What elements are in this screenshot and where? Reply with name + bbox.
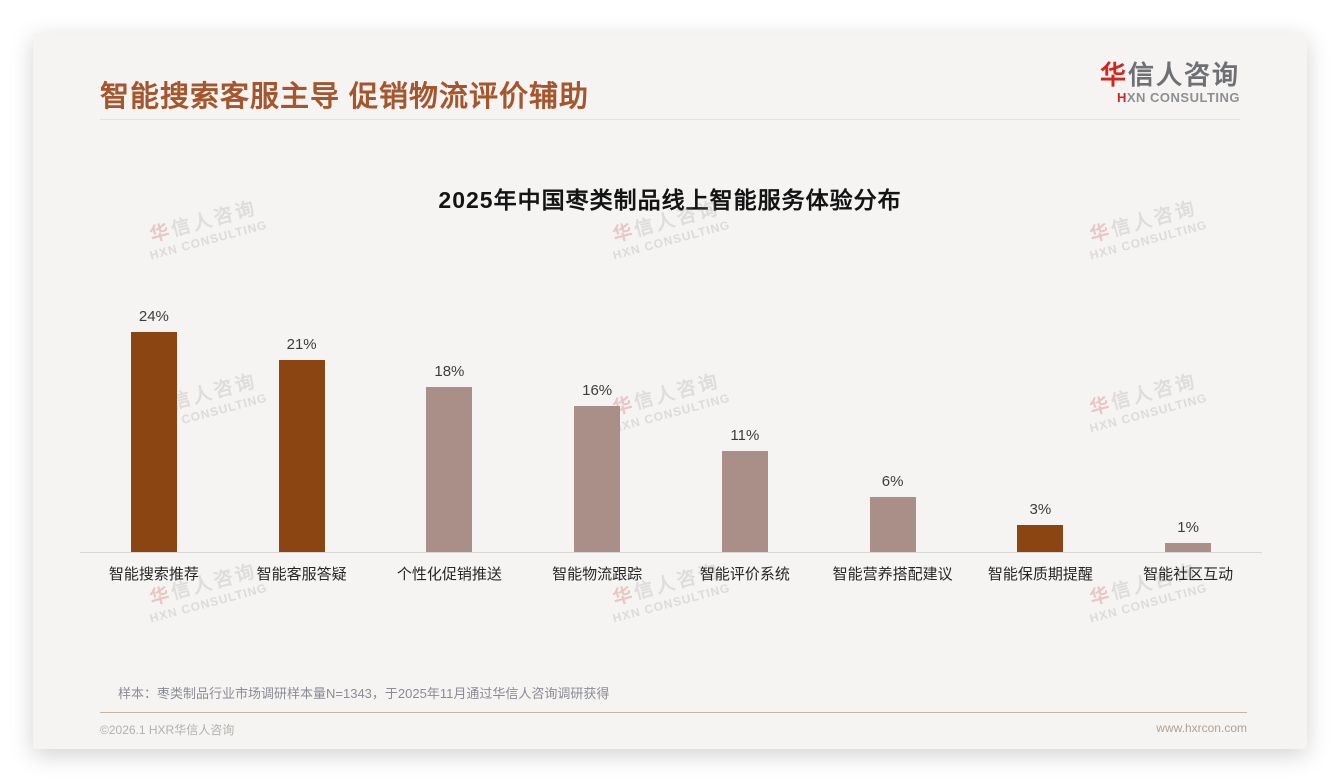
bar-value-label: 24% [138,308,169,325]
bar [574,406,621,552]
bar-group: 24% [80,308,228,552]
bar-chart-plot-area: 24% 21% 18% 16% 11% 6% 3% 1% [80,297,1262,552]
watermark-en-text: HXN CONSULTING [611,580,732,626]
bar-group: 11% [671,427,819,552]
watermark-en-text: HXN CONSULTING [148,217,269,263]
bar-value-label: 18% [434,363,465,380]
bar-group: 21% [228,336,376,552]
logo-english-name: HXN CONSULTING [1100,90,1240,107]
bar-value-label: 16% [582,382,613,399]
bar [721,451,768,552]
website-text: www.hxrcon.com [1156,721,1247,735]
category-label: 智能社区互动 [1143,566,1234,583]
bar-value-label: 1% [1177,519,1199,536]
bar-value-label: 11% [730,427,760,444]
category-label: 智能保质期提醒 [987,566,1093,583]
watermark-en-text: HXN CONSULTING [1088,217,1209,263]
logo-en-rest: XN CONSULTING [1126,89,1240,105]
x-axis-line [80,552,1262,553]
bar-value-label: 6% [881,473,904,490]
logo-en-first-char: H [1116,89,1127,105]
sample-footnote: 样本：枣类制品行业市场调研样本量N=1343，于2025年11月通过华信人咨询调… [118,686,610,701]
bar [426,387,473,552]
bar [1017,525,1064,552]
logo-cn-first-char: 华 [1099,60,1128,90]
watermark-en-text: HXN CONSULTING [611,217,732,263]
bar [130,332,177,552]
logo-cn-rest: 信人咨询 [1127,60,1240,90]
header-divider [100,119,1240,120]
x-axis-category-labels: 智能搜索推荐 智能客服答疑 个性化促销推送 智能物流跟踪 智能评价系统 智能营养搭配建议 智… [80,563,1262,584]
chart-title: 2025年中国枣类制品线上智能服务体验分布 [438,187,902,213]
bar-group: 6% [819,473,967,552]
category-label: 智能客服答疑 [256,566,347,583]
copyright-text: ©2026.1 HXR华信人咨询 [100,723,235,737]
bar [278,360,325,552]
category-label: 个性化促销推送 [396,566,502,583]
category-label: 智能营养搭配建议 [832,566,953,583]
bar-value-label: 3% [1029,501,1052,518]
footer-divider [100,712,1247,713]
company-logo: 华信人咨询 HXN CONSULTING [1100,61,1240,106]
bar-value-label: 21% [286,336,317,353]
bar-group: 18% [376,363,524,552]
watermark-en-text: HXN CONSULTING [148,580,269,626]
category-label: 智能评价系统 [699,566,790,583]
watermark-en-text: HXN CONSULTING [1088,580,1209,626]
category-label: 智能搜索推荐 [108,566,199,583]
bar-group: 1% [1114,519,1262,552]
page-title: 智能搜索客服主导 促销物流评价辅助 [100,81,590,113]
bar [1165,543,1212,552]
logo-chinese-name: 华信人咨询 [1100,61,1240,90]
footer: ©2026.1 HXR华信人咨询 www.hxrcon.com [100,721,1247,738]
bar [869,497,916,552]
category-label: 智能物流跟踪 [552,566,643,583]
bar-group: 3% [967,501,1115,552]
slide-card: 华信人咨询 HXN CONSULTING 华信人咨询 HXN CONSULTING 华信… [33,33,1307,749]
bar-group: 16% [523,382,671,552]
